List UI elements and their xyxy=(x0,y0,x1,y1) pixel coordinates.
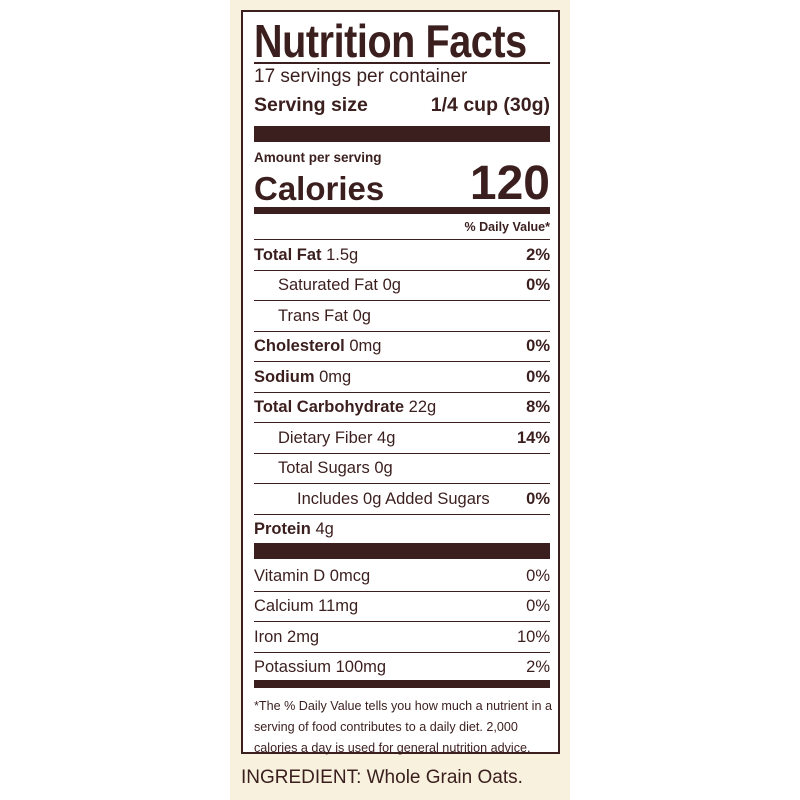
vitamin-daily-value: 2% xyxy=(526,658,550,676)
divider xyxy=(254,269,550,271)
nutrient-amount: 4g xyxy=(377,428,396,447)
vitamin-name: Iron 2mg xyxy=(254,627,320,646)
divider xyxy=(254,452,550,454)
divider xyxy=(254,422,550,423)
amount-per-serving: Amount per serving xyxy=(254,150,382,165)
vitamin-daily-value: 10% xyxy=(516,627,550,646)
nutrient-amount: 0g xyxy=(352,306,371,325)
nutrient-row: Includes 0g Added Sugars 0% xyxy=(254,484,550,514)
servings-per-container: 17 servings per container xyxy=(254,66,468,87)
nutrient-amount: 0mg xyxy=(319,367,352,386)
calories-label: Calories xyxy=(254,170,385,207)
vitamin-daily-value: 0% xyxy=(526,597,550,615)
nutrient-amount: 22g xyxy=(408,398,437,416)
vitamin-name: Potassium 100mg xyxy=(254,658,387,676)
nutrient-amount: 4g xyxy=(315,520,334,538)
divider xyxy=(254,330,550,332)
nutrient-daily-value: 0% xyxy=(526,489,550,508)
divider xyxy=(254,62,550,64)
nutrient-daily-value: 0% xyxy=(526,337,550,355)
calories-row: Calories 120 xyxy=(254,160,550,208)
divider xyxy=(254,483,550,484)
medium-divider xyxy=(254,680,550,688)
nutrient-amount: 0mg xyxy=(349,337,382,355)
nutrient-name: Saturated Fat xyxy=(278,276,378,294)
nutrient-row: Protein 4g xyxy=(254,515,550,545)
nutrient-name: Dietary Fiber xyxy=(278,428,373,447)
nutrient-name: Cholesterol xyxy=(254,337,345,355)
medium-divider xyxy=(254,207,550,214)
nutrient-name: Trans Fat xyxy=(278,306,348,325)
divider xyxy=(254,391,550,393)
divider xyxy=(254,590,550,592)
nutrient-daily-value: 8% xyxy=(526,398,550,416)
nutrient-amount: 1.5g xyxy=(326,245,359,264)
divider xyxy=(254,651,550,653)
vitamin-daily-value: 0% xyxy=(526,566,550,585)
nutrient-row: Dietary Fiber 4g 14% xyxy=(254,423,550,453)
thick-divider xyxy=(254,543,550,559)
nutrient-row: Sodium 0mg 0% xyxy=(254,362,550,392)
nutrient-daily-value: 2% xyxy=(526,245,550,264)
divider xyxy=(254,239,550,240)
vitamin-row: Potassium 100mg 2% xyxy=(254,653,550,683)
daily-value-header: % Daily Value* xyxy=(254,215,550,239)
nutrient-daily-value: 0% xyxy=(526,276,550,294)
calories-value: 120 xyxy=(469,157,550,210)
vitamin-row: Calcium 11mg 0% xyxy=(254,592,550,622)
nutrient-row: Cholesterol 0mg 0% xyxy=(254,332,550,362)
vitamin-row: Iron 2mg 10% xyxy=(254,622,550,652)
serving-size-value: 1/4 cup (30g) xyxy=(430,93,550,116)
nutrient-row: Total Carbohydrate 22g 8% xyxy=(254,393,550,423)
vitamin-name: Vitamin D 0mcg xyxy=(254,566,371,585)
divider xyxy=(254,361,550,362)
footnote: *The % Daily Value tells you how much a … xyxy=(254,699,552,755)
label-title: Nutrition Facts xyxy=(254,15,527,67)
nutrient-daily-value: 0% xyxy=(526,367,550,386)
nutrient-name: Total Carbohydrate xyxy=(254,398,405,416)
nutrient-daily-value: 14% xyxy=(516,428,550,447)
nutrient-name: Total Fat xyxy=(254,245,322,264)
thick-divider xyxy=(254,126,550,142)
nutrient-row: Trans Fat 0g xyxy=(254,301,550,331)
divider xyxy=(254,300,550,301)
nutrient-row: Saturated Fat 0g 0% xyxy=(254,271,550,301)
divider xyxy=(254,513,550,515)
nutrient-name: Total Sugars xyxy=(278,459,370,477)
nutrient-amount: 0g xyxy=(374,459,393,477)
serving-size-label: Serving size xyxy=(254,93,368,116)
vitamin-row: Vitamin D 0mcg 0% xyxy=(254,561,550,591)
daily-value-header-text: % Daily Value* xyxy=(464,220,550,234)
nutrient-name: Includes 0g Added Sugars xyxy=(297,489,490,508)
nutrition-facts-label: Nutrition Facts 17 servings per containe… xyxy=(241,10,560,755)
nutrient-name: Sodium xyxy=(254,367,315,386)
nutrient-row: Total Fat 1.5g 2% xyxy=(254,240,550,270)
vitamin-name: Calcium 11mg xyxy=(254,597,359,615)
divider xyxy=(254,621,550,622)
nutrient-row: Total Sugars 0g xyxy=(254,454,550,484)
nutrient-name: Protein xyxy=(254,520,311,538)
ingredients: INGREDIENT: Whole Grain Oats. xyxy=(241,767,523,788)
serving-size-row: Serving size 1/4 cup (30g) xyxy=(254,90,550,120)
nutrient-amount: 0g xyxy=(382,276,401,294)
